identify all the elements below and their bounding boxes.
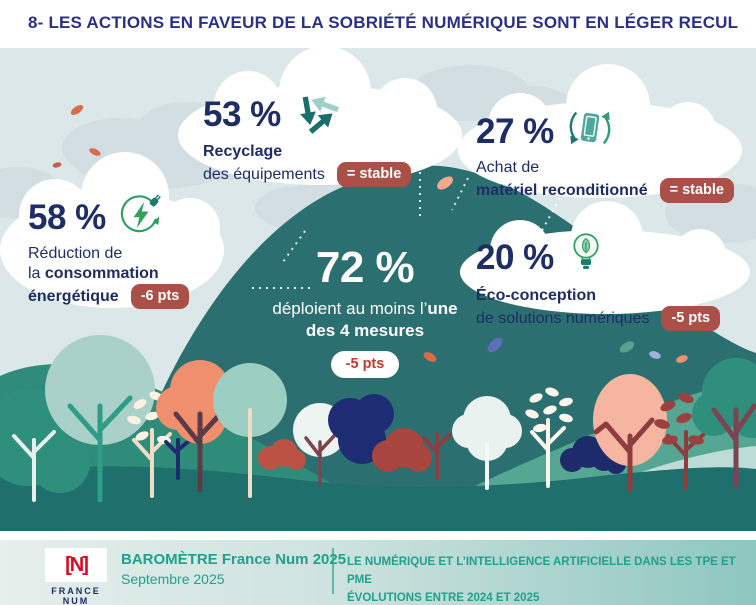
trend-badge: = stable — [659, 178, 734, 204]
page-title: 8- LES ACTIONS EN FAVEUR DE LA SOBRIÉTÉ … — [28, 13, 739, 32]
stat-label: Recyclage — [203, 143, 283, 160]
source-title: BAROMÈTRE France Num 2025 — [121, 551, 347, 568]
stat-energy: 58 % Réduction de la consommation énergé… — [28, 190, 190, 310]
source-date: Septembre 2025 — [121, 571, 225, 587]
trend-badge: -5 pts — [330, 351, 400, 379]
stat-label: énergétique — [28, 287, 119, 305]
stat-recycling: 53 % Recyclage des équipements = stable — [203, 86, 412, 188]
trend-badge: -6 pts — [130, 284, 190, 310]
stat-cloud-recycling — [178, 48, 462, 185]
tree-bare-maroon — [422, 432, 452, 480]
subject-block: LE NUMÉRIQUE ET L’INTELLIGENCE ARTIFICIE… — [347, 554, 756, 605]
footer-divider — [332, 548, 334, 594]
stat-value: 58 % — [28, 197, 106, 237]
trend-badge: = stable — [336, 162, 412, 188]
stat-ecodesign: 20 % Éco-conception de solutions numériq… — [476, 228, 721, 332]
stat-value: 72 % — [315, 243, 415, 292]
trees — [0, 335, 756, 503]
subject-line: ÉVOLUTIONS ENTRE 2024 ET 2025 — [347, 591, 540, 604]
stat-label: Éco-conception — [476, 287, 597, 304]
tree-round-light — [213, 363, 287, 498]
foreground-ground — [0, 466, 756, 531]
stat-label: de solutions numériques — [476, 309, 650, 327]
stat-label: la consommation — [28, 265, 159, 282]
title-bar: 8- LES ACTIONS EN FAVEUR DE LA SOBRIÉTÉ … — [0, 0, 756, 48]
stat-overall: 72 % déploient au moins l’une des 4 mesu… — [230, 243, 500, 379]
energy-plug-icon — [116, 190, 166, 244]
bush-red-small — [258, 439, 306, 470]
stat-label: déploient au moins l’une — [272, 299, 458, 318]
phone-recycle-icon — [564, 104, 616, 158]
stat-label: matériel reconditionné — [476, 181, 648, 199]
subject-line: LE NUMÉRIQUE ET L’INTELLIGENCE ARTIFICIE… — [347, 556, 736, 586]
tree-teal-right — [692, 358, 756, 489]
stat-refurbished: 27 % Achat de matériel reconditionné — [476, 104, 734, 204]
stat-value: 53 % — [203, 94, 281, 134]
stat-cloud-ecodesign — [460, 201, 750, 314]
stat-value: 20 % — [476, 237, 554, 277]
logo-n-icon: [N] — [65, 553, 89, 576]
tree-small-navy — [164, 438, 192, 480]
stat-label: des 4 mesures — [305, 321, 425, 341]
eco-bulb-icon — [564, 228, 608, 286]
stat-label: des équipements — [203, 165, 325, 183]
bush-red-big — [372, 428, 432, 472]
recycle-icon — [291, 86, 345, 142]
stat-label: Achat de — [476, 159, 540, 176]
stat-value: 27 % — [476, 111, 554, 151]
trend-badge: -5 pts — [661, 306, 721, 332]
tree-light-teal-big — [45, 335, 155, 503]
stat-label: Réduction de — [28, 245, 123, 262]
stat-clouds — [0, 48, 750, 314]
france-num-logo: [N] — [45, 548, 107, 582]
logo-label: FRANCE NUM — [51, 586, 101, 605]
tree-white-fluffy — [452, 396, 522, 490]
tree-salmon-oval — [593, 374, 667, 493]
tree-white-leaves-tall — [525, 387, 573, 488]
source-block: BAROMÈTRE France Num 2025 Septembre 2025 — [121, 551, 346, 587]
stat-cloud-energy — [0, 152, 224, 308]
landscape-scene — [0, 48, 756, 531]
landscape-illustration — [0, 48, 756, 531]
footer: [N] FRANCE NUM BAROMÈTRE France Num 2025… — [0, 540, 756, 605]
